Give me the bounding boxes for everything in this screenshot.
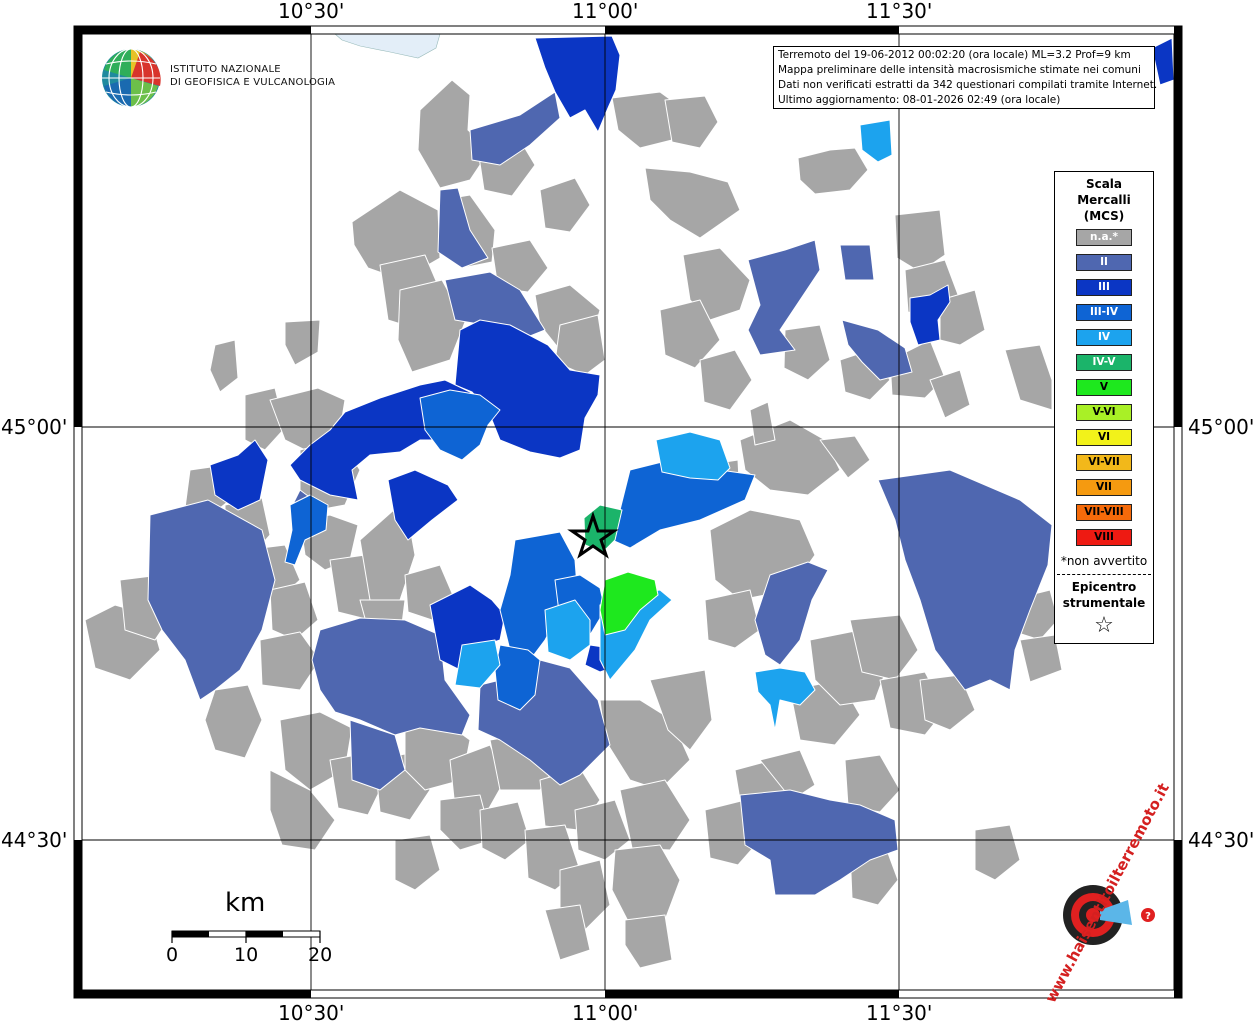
tick-bottom-1130: 11°30' <box>866 1001 933 1025</box>
scale-label-20: 20 <box>308 944 333 966</box>
legend-item: III-IV <box>1076 304 1132 321</box>
legend-note: *non avvertito <box>1060 554 1148 568</box>
scale-bar <box>171 930 321 943</box>
legend-item: VIII <box>1076 529 1132 546</box>
tick-left-4500: 45°00' <box>1 415 68 439</box>
legend-item: V <box>1076 379 1132 396</box>
tick-top-1100: 11°00' <box>572 0 639 23</box>
tick-left-4430: 44°30' <box>1 828 68 852</box>
mcs-legend: Scala Mercalli (MCS) n.a.* II III III-IV IV I… <box>1054 171 1154 644</box>
event-info-line4: Ultimo aggiornamento: 08-01-2026 02:49 (… <box>778 94 1061 106</box>
hsit-logo-mark: ? <box>1145 911 1151 922</box>
scale-label-0: 0 <box>166 944 179 966</box>
municipalities-intensity-V <box>599 571 659 636</box>
ingv-logo-line1: ISTITUTO NAZIONALE <box>170 64 281 75</box>
municipalities-intensity-III-IV <box>284 389 756 711</box>
legend-items: n.a.* II III III-IV IV IV-V V V-VI VI VI-VII VII VI… <box>1055 229 1153 546</box>
lake-garda <box>334 33 441 59</box>
event-info-box: Terremoto del 19-06-2012 00:02:20 (ora l… <box>773 46 1158 109</box>
legend-title-scale: Scala <box>1085 177 1123 191</box>
tick-top-1130: 11°30' <box>866 0 933 23</box>
hsit-logo: ? <box>1063 885 1155 945</box>
legend-epicenter-label2: strumentale <box>1062 596 1146 610</box>
tick-top-1030: 10°30' <box>278 0 345 23</box>
tick-right-4430: 44°30' <box>1188 828 1255 852</box>
legend-item: V-VI <box>1076 404 1132 421</box>
scale-unit-label: km <box>225 888 266 918</box>
legend-item: n.a.* <box>1076 229 1132 246</box>
ingv-logo-text: ISTITUTO NAZIONALE DI GEOFISICA E VULCAN… <box>170 63 335 89</box>
municipalities-not-felt <box>84 79 1063 969</box>
ingv-logo-globe <box>102 48 161 108</box>
scale-label-10: 10 <box>234 944 259 966</box>
frame-ticks <box>74 26 1182 998</box>
tick-bottom-1030: 10°30' <box>278 1001 345 1025</box>
municipalities-intensity-II <box>147 91 1053 896</box>
legend-title-mcs: (MCS) <box>1083 209 1125 223</box>
municipalities <box>84 35 1175 969</box>
legend-epicenter-label1: Epicentro <box>1071 580 1137 594</box>
event-info-line2: Mappa preliminare delle intensità macros… <box>778 64 1141 76</box>
ingv-logo-line2: DI GEOFISICA E VULCANOLOGIA <box>170 77 336 88</box>
legend-item: IV <box>1076 329 1132 346</box>
legend-separator <box>1057 574 1151 575</box>
legend-item: VI <box>1076 429 1132 446</box>
tick-right-4500: 45°00' <box>1188 415 1255 439</box>
legend-title-mercalli: Mercalli <box>1077 193 1131 207</box>
legend-item: VII <box>1076 479 1132 496</box>
legend-item: IV-V <box>1076 354 1132 371</box>
event-info-line1: Terremoto del 19-06-2012 00:02:20 (ora l… <box>778 49 1131 61</box>
legend-item: III <box>1076 279 1132 296</box>
graticule <box>82 34 1174 990</box>
epicenter-star <box>567 511 619 559</box>
legend-item: II <box>1076 254 1132 271</box>
tick-bottom-1100: 11°00' <box>572 1001 639 1025</box>
legend-epicenter-star-icon: ☆ <box>1094 613 1114 638</box>
legend-item: VII-VIII <box>1076 504 1132 521</box>
event-info-line3: Dati non verificati estratti da 342 ques… <box>778 79 1158 91</box>
legend-item: VI-VII <box>1076 454 1132 471</box>
